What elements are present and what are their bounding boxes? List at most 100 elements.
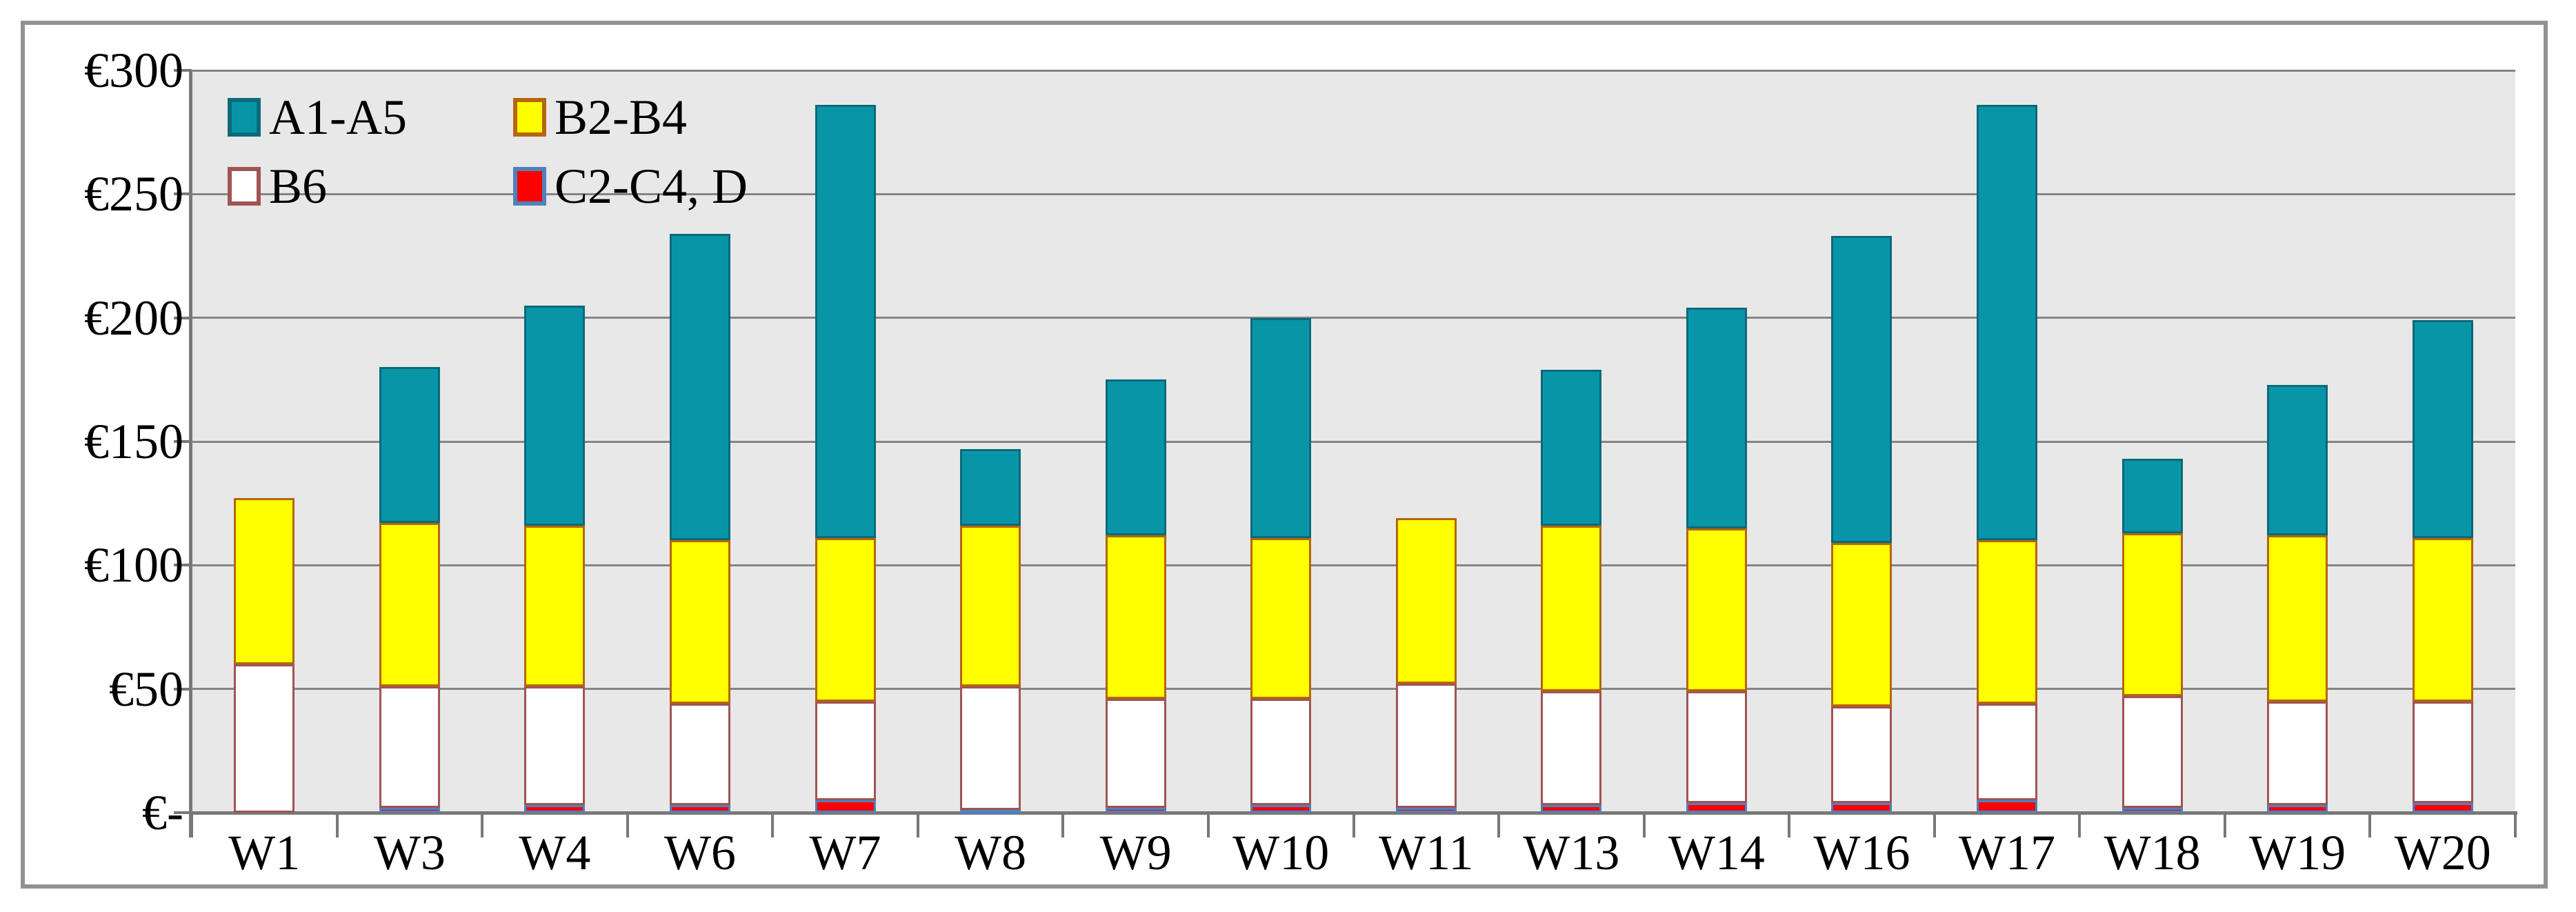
bar-w7-segment-a1-a5[interactable]: [815, 105, 876, 538]
bar-w7-segment-b2-b4[interactable]: [815, 537, 876, 702]
bar-w16-segment-b6[interactable]: [1831, 706, 1893, 803]
bar-w18-segment-b2-b4[interactable]: [2121, 533, 2183, 697]
bar-w16-segment-b2-b4[interactable]: [1831, 543, 1893, 706]
legend-item-a1-a5[interactable]: A1-A5: [228, 92, 513, 142]
bar-w11-segment-b2-b4[interactable]: [1395, 518, 1457, 684]
x-axis-label-w13: W13: [1523, 825, 1620, 880]
y-tick-300: [174, 69, 192, 72]
legend-item-b6[interactable]: B6: [228, 161, 513, 211]
x-tick-1: [335, 813, 339, 837]
bar-w6-segment-c2-c4-d[interactable]: [669, 805, 730, 813]
bar-w6-segment-b2-b4[interactable]: [669, 540, 730, 704]
gridline-250: [192, 192, 2515, 195]
bar-w8-segment-b2-b4[interactable]: [960, 525, 1021, 687]
bar-w9-segment-c2-c4-d[interactable]: [1105, 807, 1166, 813]
legend-label-b6: B6: [269, 159, 328, 214]
x-tick-14: [2223, 813, 2226, 837]
y-tick-0: [174, 811, 192, 814]
bar-w19-segment-c2-c4-d[interactable]: [2267, 805, 2328, 813]
bar-w20-segment-a1-a5[interactable]: [2412, 320, 2473, 538]
bar-w13-segment-a1-a5[interactable]: [1541, 369, 1602, 526]
bar-w1-segment-b6[interactable]: [234, 664, 295, 813]
bar-w6-segment-b6[interactable]: [669, 704, 730, 806]
bar-w18-segment-c2-c4-d[interactable]: [2121, 807, 2183, 813]
gridline-300: [192, 69, 2515, 72]
bar-w10-segment-b2-b4[interactable]: [1250, 537, 1312, 699]
bar-w4-segment-b6[interactable]: [524, 686, 586, 806]
bar-w20-segment-c2-c4-d[interactable]: [2412, 802, 2473, 813]
bar-w11-segment-c2-c4-d[interactable]: [1395, 807, 1457, 813]
y-axis-label-100: €100: [84, 537, 183, 593]
legend-item-b2-b4[interactable]: B2-B4: [513, 92, 799, 142]
x-axis-label-w11: W11: [1379, 825, 1474, 880]
legend-item-c2-c4-d[interactable]: C2-C4, D: [513, 161, 799, 211]
bar-w8-segment-b6[interactable]: [960, 686, 1021, 811]
x-tick-12: [1933, 813, 1936, 837]
x-tick-9: [1497, 813, 1501, 837]
y-tick-50: [174, 687, 192, 691]
bar-w13-segment-b2-b4[interactable]: [1541, 525, 1602, 692]
bar-w7-segment-c2-c4-d[interactable]: [815, 800, 876, 813]
bar-w14-segment-b6[interactable]: [1686, 691, 1747, 803]
bar-w16-segment-c2-c4-d[interactable]: [1831, 802, 1893, 813]
bar-w10-segment-c2-c4-d[interactable]: [1250, 805, 1312, 813]
bar-w19-segment-b6[interactable]: [2267, 701, 2328, 806]
bar-w3-segment-b6[interactable]: [379, 686, 440, 808]
bar-w20-segment-b2-b4[interactable]: [2412, 537, 2473, 702]
x-axis-label-w18: W18: [2104, 825, 2201, 880]
legend-row: A1-A5 B2-B4: [228, 83, 986, 152]
x-tick-5: [916, 813, 919, 837]
bar-w8-segment-a1-a5[interactable]: [960, 448, 1021, 526]
bar-w6-segment-a1-a5[interactable]: [669, 233, 730, 541]
x-axis-label-w4: W4: [519, 825, 591, 880]
bar-w17-segment-c2-c4-d[interactable]: [1977, 800, 2038, 813]
bar-w14-segment-b2-b4[interactable]: [1686, 528, 1747, 692]
bar-w9-segment-a1-a5[interactable]: [1105, 379, 1166, 536]
bar-w1-segment-b2-b4[interactable]: [234, 498, 295, 664]
bar-w17-segment-b6[interactable]: [1977, 704, 2038, 801]
bar-w20-segment-b6[interactable]: [2412, 701, 2473, 803]
gridline-150: [192, 440, 2515, 443]
bar-w4-segment-c2-c4-d[interactable]: [524, 805, 586, 813]
x-axis-label-w16: W16: [1813, 825, 1910, 880]
bar-w4-segment-b2-b4[interactable]: [524, 525, 586, 687]
y-tick-200: [174, 316, 192, 319]
bar-w18-segment-b6[interactable]: [2121, 696, 2183, 808]
x-tick-15: [2368, 813, 2372, 837]
bar-w10-segment-b6[interactable]: [1250, 699, 1312, 806]
y-tick-150: [174, 440, 192, 443]
x-tick-3: [626, 813, 629, 837]
bar-w10-segment-a1-a5[interactable]: [1250, 317, 1312, 538]
bar-w3-segment-c2-c4-d[interactable]: [379, 807, 440, 813]
bar-w4-segment-a1-a5[interactable]: [524, 305, 586, 526]
x-axis-label-w7: W7: [809, 825, 881, 880]
bar-w19-segment-a1-a5[interactable]: [2267, 384, 2328, 536]
bar-w8-segment-c2-c4-d[interactable]: [960, 810, 1021, 815]
bar-w3-segment-a1-a5[interactable]: [379, 367, 440, 524]
bar-w18-segment-a1-a5[interactable]: [2121, 459, 2183, 533]
bar-w16-segment-a1-a5[interactable]: [1831, 236, 1893, 544]
bar-w7-segment-b6[interactable]: [815, 701, 876, 801]
x-axis-label-w3: W3: [373, 825, 446, 880]
y-axis-label-150: €150: [84, 414, 183, 469]
bar-w9-segment-b6[interactable]: [1105, 699, 1166, 808]
legend-label-c2-c4-d: C2-C4, D: [555, 159, 748, 214]
bar-w17-segment-b2-b4[interactable]: [1977, 540, 2038, 704]
x-axis-label-w19: W19: [2249, 825, 2346, 880]
x-tick-10: [1642, 813, 1646, 837]
bar-w13-segment-b6[interactable]: [1541, 691, 1602, 806]
bar-w14-segment-a1-a5[interactable]: [1686, 308, 1747, 528]
bar-w14-segment-c2-c4-d[interactable]: [1686, 802, 1747, 813]
gridline-100: [192, 564, 2515, 566]
x-tick-6: [1061, 813, 1065, 837]
bar-w17-segment-a1-a5[interactable]: [1977, 105, 2038, 541]
legend-swatch-b2-b4-icon: [513, 98, 546, 137]
bar-w13-segment-c2-c4-d[interactable]: [1541, 805, 1602, 813]
bar-w19-segment-b2-b4[interactable]: [2267, 535, 2328, 702]
bar-w3-segment-b2-b4[interactable]: [379, 523, 440, 687]
x-axis-label-w8: W8: [955, 825, 1027, 880]
x-tick-16: [2514, 813, 2517, 837]
bar-w9-segment-b2-b4[interactable]: [1105, 535, 1166, 699]
x-axis-label-w17: W17: [1959, 825, 2056, 880]
bar-w11-segment-b6[interactable]: [1395, 684, 1457, 808]
